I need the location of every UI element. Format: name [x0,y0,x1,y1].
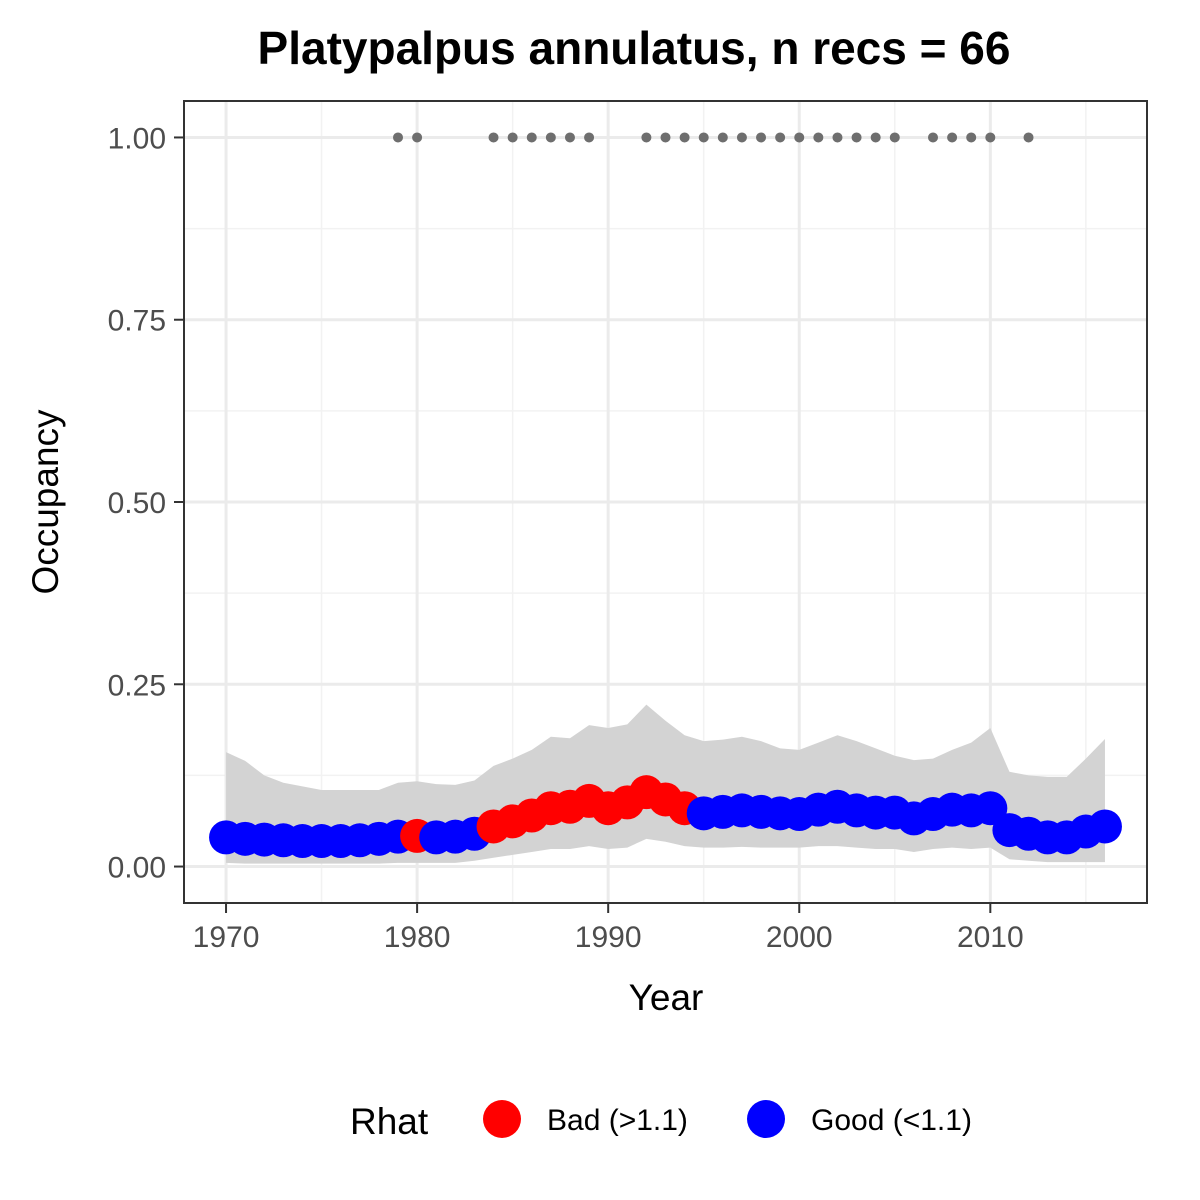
record-point [679,132,690,143]
axes: 1970 1980 1990 2000 2010 0.00 0.25 0.50 0.75 1.00 [108,122,1024,954]
record-point [889,132,900,143]
record-point [717,132,728,143]
occupancy-points [209,775,1122,859]
record-point [736,132,747,143]
occupancy-point-good [1087,809,1122,844]
y-tick-label: 0.75 [108,305,166,338]
y-axis-title: Occupancy [25,409,66,595]
y-tick-label: 1.00 [108,122,166,155]
record-point [584,132,595,143]
occupancy-point-good [973,791,1008,826]
record-point [756,132,767,143]
legend: Rhat Bad (>1.1) Good (<1.1) [350,1100,972,1142]
record-point [851,132,862,143]
x-tick-label: 1990 [575,921,642,954]
legend-key-bad [483,1100,521,1138]
record-point [794,132,805,143]
legend-key-good [747,1100,785,1138]
x-axis-title: Year [629,977,704,1018]
legend-label-good: Good (<1.1) [811,1104,972,1137]
record-point [641,132,652,143]
y-tick-label: 0.00 [108,852,166,885]
record-point [966,132,977,143]
x-tick-label: 2000 [766,921,833,954]
record-point [660,132,671,143]
record-point [526,132,537,143]
record-points [393,132,1034,143]
record-point [832,132,843,143]
record-point [928,132,938,143]
record-point [698,132,709,143]
record-point [412,132,423,143]
legend-title: Rhat [350,1101,429,1142]
record-point [775,132,786,143]
record-point [985,132,996,143]
record-point [545,132,556,143]
x-tick-label: 2010 [957,921,1024,954]
x-tick-label: 1980 [384,921,451,954]
record-point [507,132,518,143]
record-point [870,132,881,143]
record-point [1023,132,1034,143]
record-point [564,132,575,143]
record-point [813,132,824,143]
y-tick-label: 0.50 [108,487,166,520]
record-point [488,132,499,143]
y-tick-label: 0.25 [108,669,166,702]
x-tick-label: 1970 [193,921,260,954]
legend-label-bad: Bad (>1.1) [547,1104,688,1137]
record-point [947,132,958,143]
record-point [393,132,403,143]
chart-title: Platypalpus annulatus, n recs = 66 [258,22,1011,74]
